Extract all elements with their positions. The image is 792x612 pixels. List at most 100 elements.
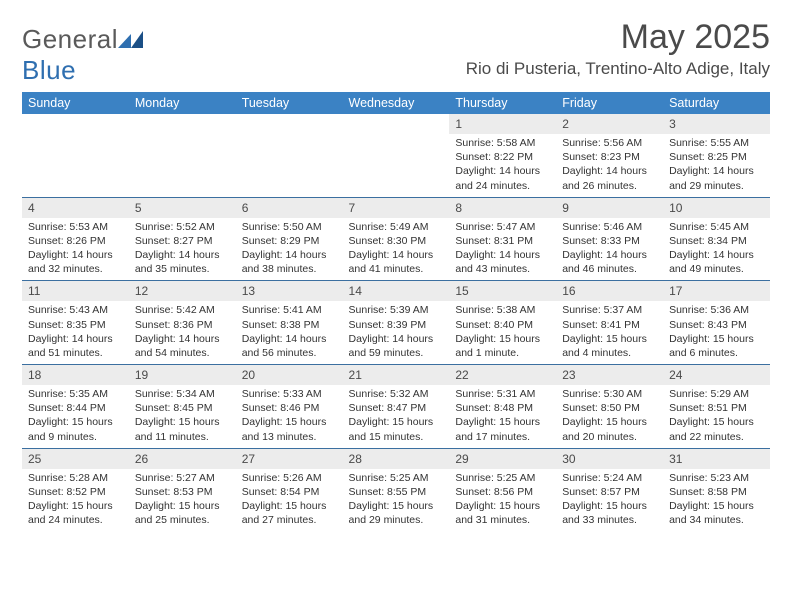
day-body: Sunrise: 5:52 AMSunset: 8:27 PMDaylight:… (129, 218, 236, 281)
brand-text: GeneralBlue (22, 24, 144, 86)
day-line: Sunrise: 5:53 AM (28, 220, 123, 234)
day-line: Daylight: 14 hours and 32 minutes. (28, 248, 123, 276)
day-number: 15 (449, 281, 556, 301)
day-body: Sunrise: 5:25 AMSunset: 8:55 PMDaylight:… (343, 469, 450, 532)
location-text: Rio di Pusteria, Trentino-Alto Adige, It… (466, 59, 770, 79)
calendar-day-cell: 3Sunrise: 5:55 AMSunset: 8:25 PMDaylight… (663, 114, 770, 197)
day-body: Sunrise: 5:31 AMSunset: 8:48 PMDaylight:… (449, 385, 556, 448)
day-line: Sunrise: 5:52 AM (135, 220, 230, 234)
calendar-day-cell: 13Sunrise: 5:41 AMSunset: 8:38 PMDayligh… (236, 281, 343, 365)
day-line: Sunset: 8:26 PM (28, 234, 123, 248)
day-number: 20 (236, 365, 343, 385)
calendar-week-row: 25Sunrise: 5:28 AMSunset: 8:52 PMDayligh… (22, 448, 770, 531)
day-number: 17 (663, 281, 770, 301)
day-line: Sunset: 8:30 PM (349, 234, 444, 248)
day-line: Sunset: 8:22 PM (455, 150, 550, 164)
calendar-day-cell: 11Sunrise: 5:43 AMSunset: 8:35 PMDayligh… (22, 281, 129, 365)
day-line: Sunset: 8:25 PM (669, 150, 764, 164)
day-line: Sunset: 8:41 PM (562, 318, 657, 332)
day-line: Sunset: 8:39 PM (349, 318, 444, 332)
weekday-header: Wednesday (343, 92, 450, 114)
calendar-day-cell (22, 114, 129, 197)
day-line: Daylight: 15 hours and 11 minutes. (135, 415, 230, 443)
day-number: 25 (22, 449, 129, 469)
calendar-day-cell: 7Sunrise: 5:49 AMSunset: 8:30 PMDaylight… (343, 197, 450, 281)
day-number: 5 (129, 198, 236, 218)
day-body: Sunrise: 5:50 AMSunset: 8:29 PMDaylight:… (236, 218, 343, 281)
day-number: 1 (449, 114, 556, 134)
day-line: Daylight: 14 hours and 49 minutes. (669, 248, 764, 276)
day-number: 26 (129, 449, 236, 469)
day-line: Sunset: 8:27 PM (135, 234, 230, 248)
day-body: Sunrise: 5:55 AMSunset: 8:25 PMDaylight:… (663, 134, 770, 197)
day-line: Sunset: 8:46 PM (242, 401, 337, 415)
day-line: Sunrise: 5:32 AM (349, 387, 444, 401)
calendar-day-cell: 1Sunrise: 5:58 AMSunset: 8:22 PMDaylight… (449, 114, 556, 197)
calendar-day-cell: 24Sunrise: 5:29 AMSunset: 8:51 PMDayligh… (663, 365, 770, 449)
day-line: Sunrise: 5:38 AM (455, 303, 550, 317)
day-line: Daylight: 15 hours and 13 minutes. (242, 415, 337, 443)
day-number (343, 114, 450, 134)
day-line: Sunrise: 5:25 AM (455, 471, 550, 485)
calendar-day-cell: 29Sunrise: 5:25 AMSunset: 8:56 PMDayligh… (449, 448, 556, 531)
day-number: 13 (236, 281, 343, 301)
day-body: Sunrise: 5:26 AMSunset: 8:54 PMDaylight:… (236, 469, 343, 532)
day-line: Daylight: 15 hours and 20 minutes. (562, 415, 657, 443)
calendar-day-cell: 28Sunrise: 5:25 AMSunset: 8:55 PMDayligh… (343, 448, 450, 531)
day-line: Sunrise: 5:30 AM (562, 387, 657, 401)
day-line: Sunrise: 5:41 AM (242, 303, 337, 317)
calendar-body: 1Sunrise: 5:58 AMSunset: 8:22 PMDaylight… (22, 114, 770, 531)
day-line: Sunset: 8:35 PM (28, 318, 123, 332)
day-line: Sunrise: 5:25 AM (349, 471, 444, 485)
day-body: Sunrise: 5:46 AMSunset: 8:33 PMDaylight:… (556, 218, 663, 281)
day-line: Sunrise: 5:35 AM (28, 387, 123, 401)
day-body: Sunrise: 5:38 AMSunset: 8:40 PMDaylight:… (449, 301, 556, 364)
day-line: Daylight: 14 hours and 26 minutes. (562, 164, 657, 192)
day-body: Sunrise: 5:58 AMSunset: 8:22 PMDaylight:… (449, 134, 556, 197)
day-line: Daylight: 14 hours and 38 minutes. (242, 248, 337, 276)
calendar-week-row: 11Sunrise: 5:43 AMSunset: 8:35 PMDayligh… (22, 281, 770, 365)
day-body: Sunrise: 5:36 AMSunset: 8:43 PMDaylight:… (663, 301, 770, 364)
weekday-header: Tuesday (236, 92, 343, 114)
day-number (236, 114, 343, 134)
calendar-day-cell: 21Sunrise: 5:32 AMSunset: 8:47 PMDayligh… (343, 365, 450, 449)
day-body: Sunrise: 5:35 AMSunset: 8:44 PMDaylight:… (22, 385, 129, 448)
weekday-header: Monday (129, 92, 236, 114)
day-number: 31 (663, 449, 770, 469)
day-number: 29 (449, 449, 556, 469)
day-line: Sunset: 8:50 PM (562, 401, 657, 415)
day-line: Sunset: 8:44 PM (28, 401, 123, 415)
day-line: Sunset: 8:51 PM (669, 401, 764, 415)
weekday-header: Friday (556, 92, 663, 114)
day-line: Sunrise: 5:55 AM (669, 136, 764, 150)
day-line: Daylight: 15 hours and 33 minutes. (562, 499, 657, 527)
day-body: Sunrise: 5:47 AMSunset: 8:31 PMDaylight:… (449, 218, 556, 281)
day-number: 28 (343, 449, 450, 469)
brand-text-2: Blue (22, 55, 76, 85)
day-line: Sunrise: 5:42 AM (135, 303, 230, 317)
day-body: Sunrise: 5:28 AMSunset: 8:52 PMDaylight:… (22, 469, 129, 532)
day-line: Daylight: 14 hours and 54 minutes. (135, 332, 230, 360)
day-line: Daylight: 15 hours and 24 minutes. (28, 499, 123, 527)
day-line: Sunrise: 5:34 AM (135, 387, 230, 401)
brand-mark-icon (118, 30, 144, 48)
day-line: Sunset: 8:55 PM (349, 485, 444, 499)
calendar-day-cell: 6Sunrise: 5:50 AMSunset: 8:29 PMDaylight… (236, 197, 343, 281)
day-line: Daylight: 15 hours and 22 minutes. (669, 415, 764, 443)
calendar-day-cell: 12Sunrise: 5:42 AMSunset: 8:36 PMDayligh… (129, 281, 236, 365)
day-line: Sunrise: 5:50 AM (242, 220, 337, 234)
calendar-week-row: 1Sunrise: 5:58 AMSunset: 8:22 PMDaylight… (22, 114, 770, 197)
day-line: Daylight: 15 hours and 17 minutes. (455, 415, 550, 443)
day-number: 9 (556, 198, 663, 218)
day-line: Sunset: 8:53 PM (135, 485, 230, 499)
day-line: Sunset: 8:56 PM (455, 485, 550, 499)
day-line: Daylight: 15 hours and 6 minutes. (669, 332, 764, 360)
day-body: Sunrise: 5:23 AMSunset: 8:58 PMDaylight:… (663, 469, 770, 532)
weekday-header: Sunday (22, 92, 129, 114)
day-line: Daylight: 14 hours and 43 minutes. (455, 248, 550, 276)
day-line: Sunset: 8:57 PM (562, 485, 657, 499)
day-number (22, 114, 129, 134)
day-line: Daylight: 15 hours and 15 minutes. (349, 415, 444, 443)
day-number: 21 (343, 365, 450, 385)
day-line: Daylight: 14 hours and 24 minutes. (455, 164, 550, 192)
